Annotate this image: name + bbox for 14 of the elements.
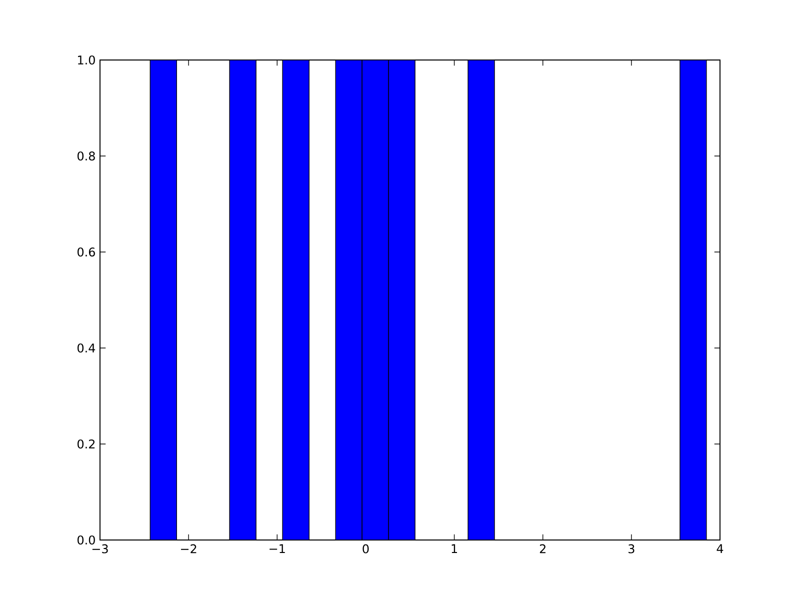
y-tick-label: 1.0 (78, 55, 95, 65)
x-tick-label: 4 (716, 544, 724, 553)
x-tick-label: −3 (92, 544, 108, 554)
y-tick-label: 0.0 (78, 535, 95, 545)
y-tick-label: 0.4 (78, 343, 96, 353)
x-tick-label: 2 (540, 544, 546, 554)
y-tick-label: 0.6 (78, 247, 95, 257)
x-tick-label: 1 (452, 544, 457, 553)
y-tick-label: 0.2 (78, 439, 95, 449)
x-tick-label: 0 (362, 544, 369, 554)
x-tick-label: −2 (181, 544, 196, 554)
x-tick-label: 3 (628, 544, 634, 554)
x-tick-label: −1 (270, 544, 285, 553)
y-tick-label: 0.8 (78, 151, 95, 161)
